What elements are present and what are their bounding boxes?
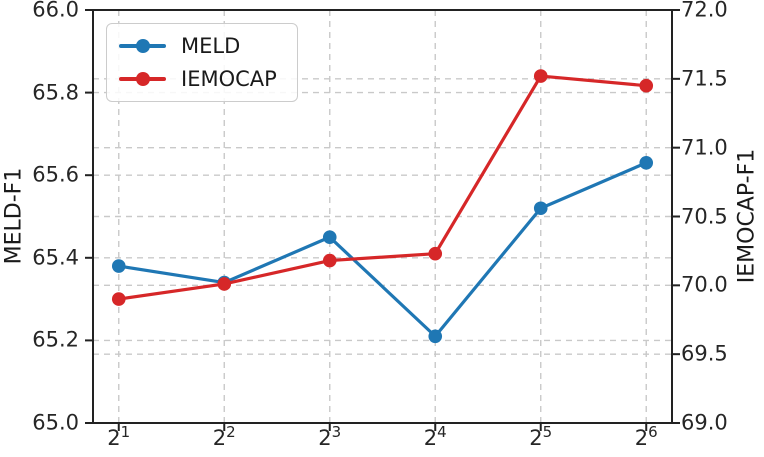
right-tick-label: 69.0: [681, 410, 728, 435]
left-tick-label: 65.0: [32, 410, 79, 435]
right-tick-label: 71.0: [681, 135, 728, 160]
left-tick-label: 66.0: [32, 0, 79, 22]
legend-line-marker-icon: [119, 39, 166, 53]
right-tick-label: 70.0: [681, 272, 728, 297]
legend-item: MELD: [119, 33, 277, 59]
x-tick-label: 24: [423, 423, 447, 450]
x-tick-label: 23: [318, 423, 342, 450]
left-tick-label: 65.4: [32, 245, 79, 270]
x-tick-label: 26: [634, 423, 658, 450]
legend-line-marker-icon: [119, 72, 166, 86]
legend: MELD IEMOCAP: [106, 23, 298, 102]
left-tick-label: 65.8: [32, 80, 79, 105]
left-tick-label: 65.6: [32, 162, 79, 187]
right-tick-label: 71.5: [681, 66, 728, 91]
x-tick-label: 21: [107, 423, 131, 450]
legend-label: IEMOCAP: [181, 66, 277, 91]
left-tick-label: 65.2: [32, 327, 79, 352]
right-y-axis-label: IEMOCAP-F1: [734, 148, 760, 284]
right-tick-label: 69.5: [681, 341, 728, 366]
right-tick-label: 72.0: [681, 0, 728, 22]
x-tick-label: 25: [529, 423, 553, 450]
x-tick-label: 22: [212, 423, 236, 450]
legend-item: IEMOCAP: [119, 66, 277, 92]
right-tick-label: 70.5: [681, 204, 728, 228]
legend-label: MELD: [181, 33, 241, 58]
